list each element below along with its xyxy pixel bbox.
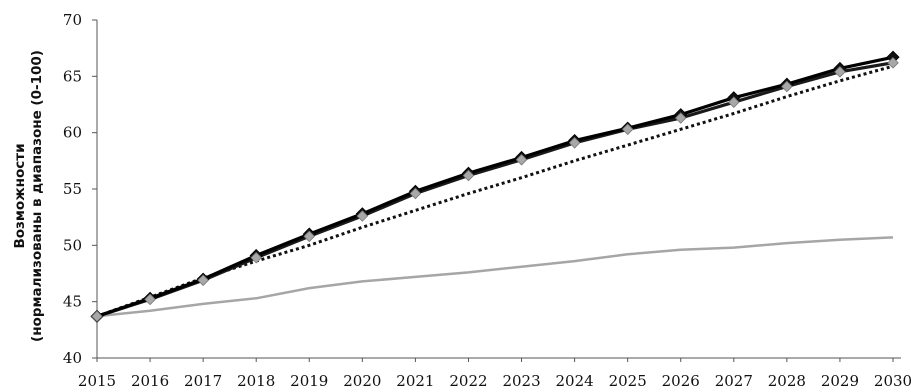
y-tick-label: 40	[63, 349, 82, 367]
series-1-marker	[781, 80, 793, 93]
y-tick-label: 50	[63, 236, 82, 254]
x-tick-label: 2021	[396, 372, 434, 390]
y-tick-label: 55	[63, 180, 82, 198]
x-tick-label: 2027	[715, 372, 753, 390]
y-axis-label-line-1: Возможности	[12, 143, 28, 248]
series-1-marker	[728, 96, 740, 109]
series-1-marker	[303, 230, 316, 243]
x-tick-label: 2017	[184, 372, 222, 390]
series-1-marker	[515, 153, 528, 166]
x-tick-label: 2025	[609, 372, 647, 390]
y-tick-label: 45	[63, 293, 82, 311]
x-tick-label: 2018	[237, 372, 275, 390]
x-tick-label: 2016	[131, 372, 169, 390]
x-tick-label: 2030	[874, 372, 911, 390]
series-1-marker	[356, 210, 369, 222]
series-line-0	[96, 55, 894, 318]
series-1-marker	[621, 123, 634, 136]
series-1-marker	[144, 293, 156, 306]
x-tick-label: 2015	[78, 372, 116, 390]
y-axis-label: Возможности (нормализованы в диапазоне (…	[12, 50, 45, 342]
x-tick-label: 2026	[662, 372, 700, 390]
series-1-marker	[674, 112, 687, 124]
series-1-marker	[250, 251, 262, 264]
x-tick-label: 2028	[768, 372, 806, 390]
x-tick-label: 2022	[449, 372, 487, 390]
series-group	[90, 50, 900, 323]
series-line-3	[96, 236, 894, 318]
y-tick-label: 60	[63, 124, 82, 142]
y-axis-label-line-2: (нормализованы в диапазоне (0-100)	[29, 50, 45, 342]
x-tick-label: 2020	[343, 372, 381, 390]
x-tick-label: 2024	[556, 372, 594, 390]
series-1-marker	[834, 66, 846, 78]
y-ticks: 40 45 50 55 60 65 70	[63, 11, 97, 367]
series-1-marker	[887, 57, 899, 69]
x-ticks: 2015 2016 2017 2018 2019 2020 2021 2022 2023 2024…	[78, 358, 911, 390]
x-tick-label: 2019	[290, 372, 328, 390]
x-tick-label: 2023	[502, 372, 540, 390]
series-line-2	[96, 64, 894, 318]
y-tick-label: 65	[63, 67, 82, 85]
series-1-marker	[197, 274, 209, 287]
y-tick-label: 70	[63, 11, 82, 29]
series-1-marker	[462, 169, 475, 182]
series-1-marker	[91, 310, 103, 323]
x-tick-label: 2029	[821, 372, 859, 390]
series-1-marker	[568, 137, 581, 149]
series-1-marker	[409, 187, 422, 200]
axes	[96, 20, 901, 359]
